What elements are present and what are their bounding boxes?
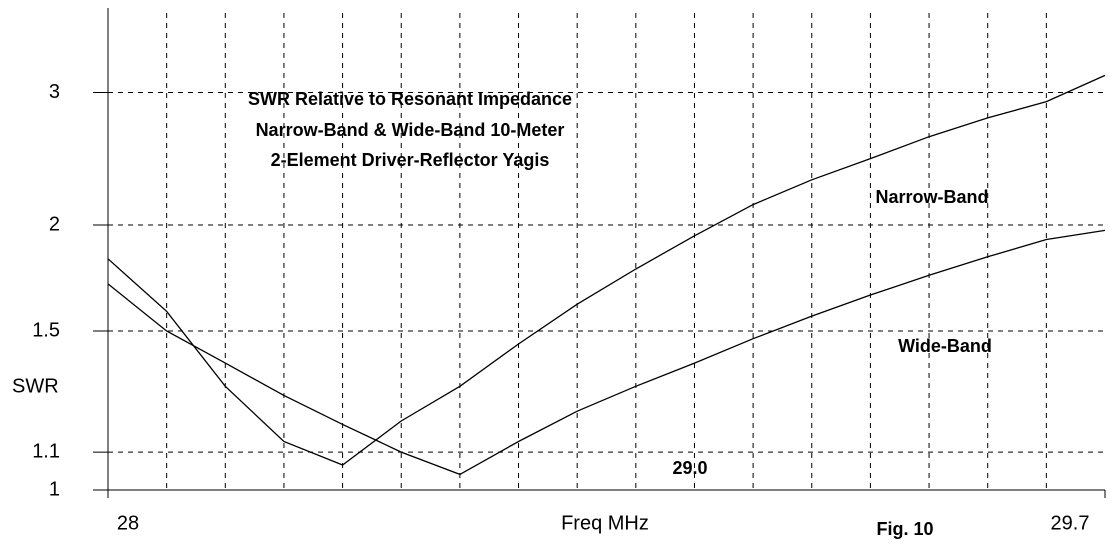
x-tick-label: 28 — [117, 512, 139, 534]
annotation: Fig. 10 — [876, 519, 933, 539]
series-label: Narrow-Band — [875, 187, 988, 207]
y-axis-label: SWR — [12, 375, 59, 397]
annotation: 29.0 — [672, 458, 707, 478]
title-line: 2-Element Driver-Reflector Yagis — [271, 150, 550, 170]
y-tick-label: 1 — [49, 478, 60, 500]
title-line: Narrow-Band & Wide-Band 10-Meter — [256, 120, 565, 140]
series-line — [107, 74, 1106, 466]
x-axis-label: Freq MHz — [561, 512, 649, 534]
series-label: Wide-Band — [898, 336, 992, 356]
title-line: SWR Relative to Resonant Impedance — [248, 89, 572, 109]
y-tick-label: 3 — [49, 81, 60, 103]
series-line — [107, 229, 1106, 476]
y-tick-label: 2 — [49, 213, 60, 235]
y-tick-label: 1.5 — [32, 319, 60, 341]
x-tick-label: 29.7 — [1051, 512, 1090, 534]
y-tick-label: 1.1 — [32, 440, 60, 462]
